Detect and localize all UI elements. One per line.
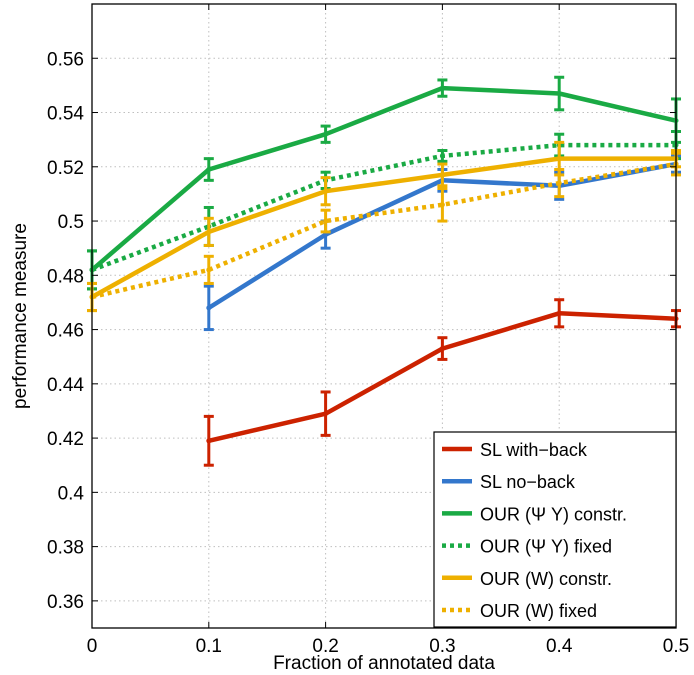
y-tick-label: 0.36 [47,592,84,613]
legend-label: OUR (W) constr. [480,569,612,589]
data-point [439,172,445,178]
data-point [323,131,329,137]
series-line [90,85,677,272]
data-point [439,153,445,159]
x-tick-label: 0.5 [663,636,689,657]
x-tick-label: 0.4 [546,636,573,657]
data-point [439,202,445,208]
data-point [206,438,212,444]
legend-label: SL with−back [480,440,588,460]
y-tick-label: 0.48 [47,266,84,287]
legend-label: OUR (Ψ Y) constr. [480,504,627,524]
axes: 0 0.1 0.2 0.3 0.4 0.5 0.36 0.38 0.4 0.42 0.44 0.46 0… [47,4,689,657]
y-tick-label: 0.38 [47,538,84,559]
legend: SL with−back SL no−back OUR (Ψ Y) constr. O… [433,431,677,628]
data-point [556,156,562,162]
data-point [323,218,329,224]
data-point [439,346,445,352]
x-tick-label: 0.2 [312,636,338,657]
data-point [439,85,445,91]
data-point [323,411,329,417]
series-layer [87,75,681,467]
y-tick-label: 0.52 [47,158,84,179]
data-point [206,267,212,273]
data-point [556,91,562,97]
x-tick-label: 0.3 [429,636,455,657]
y-tick-label: 0.4 [58,483,85,504]
data-point [323,188,329,194]
series-line [91,142,676,273]
legend-label: OUR (Ψ Y) fixed [480,537,612,557]
data-point [556,180,562,186]
y-tick-label: 0.56 [47,49,84,70]
y-tick-label: 0.54 [47,104,84,125]
y-tick-label: 0.5 [58,212,84,233]
data-point [206,166,212,172]
x-tick-label: 0.1 [196,636,222,657]
data-point [206,305,212,311]
y-axis-label: performance measure [10,223,31,409]
legend-label: SL no−back [480,472,576,492]
y-tick-label: 0.46 [47,321,84,342]
series-line [90,156,676,299]
y-tick-label: 0.42 [47,429,84,450]
data-point [556,310,562,316]
data-point [206,229,212,235]
series-line [91,161,677,300]
y-tick-label: 0.44 [47,375,84,396]
legend-box [433,431,677,628]
legend-label: OUR (W) fixed [480,601,597,621]
x-tick-label: 0 [87,636,98,657]
x-axis-label: Fraction of annotated data [273,653,495,674]
plot-frame [91,3,677,629]
